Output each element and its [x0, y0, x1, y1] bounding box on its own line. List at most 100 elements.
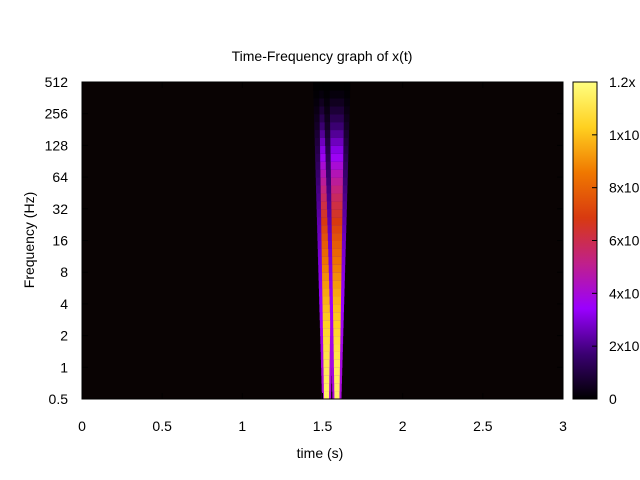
x-tick-label: 0.5 [152, 418, 172, 434]
heatmap-cell [321, 256, 332, 265]
colorbar-tick-label: 6x10 [609, 233, 640, 249]
y-tick-label: 8 [60, 264, 68, 280]
heatmap-cell [332, 272, 342, 281]
heatmap-cell [322, 319, 331, 329]
heatmap-cell [321, 264, 332, 273]
plot-area [81, 81, 564, 400]
heatmap-cell [330, 137, 344, 146]
colorbar-tick-label: 0 [609, 391, 617, 407]
colorbar-tick-label: 2x10 [609, 338, 640, 354]
colorbar-tick-label: 8x10 [609, 180, 640, 196]
x-tick-label: 2.5 [473, 418, 493, 434]
colorbar-tick-label: 1x10 [609, 127, 640, 143]
y-tick-label: 32 [52, 201, 68, 217]
heatmap-cells [313, 82, 351, 399]
heatmap-cell [332, 264, 342, 273]
x-axis-label: time (s) [297, 445, 344, 461]
heatmap-cell [322, 288, 331, 297]
heatmap-cell [322, 295, 331, 305]
heatmap-cell [331, 192, 343, 202]
y-tick-label: 4 [60, 296, 68, 312]
heatmap-cell [323, 335, 330, 345]
heatmap-cell [329, 82, 345, 91]
heatmap-cell [334, 375, 340, 384]
heatmap-cell [333, 359, 340, 368]
heatmap-cell [321, 216, 332, 226]
heatmap-cell [322, 280, 331, 289]
y-tick-label: 2 [60, 328, 68, 344]
heatmap-cell [334, 391, 340, 399]
heatmap-cell [330, 145, 344, 154]
heatmap-cell [322, 311, 331, 321]
heatmap-cell [330, 177, 343, 186]
heatmap-cell [331, 208, 343, 218]
heatmap-cell [331, 200, 343, 210]
heatmap-cell [333, 343, 341, 352]
y-tick-label: 256 [45, 106, 69, 122]
heatmap-cell [331, 185, 343, 194]
y-tick-label: 512 [45, 74, 69, 90]
x-tick-label: 1 [238, 418, 246, 434]
x-tick-label: 3 [559, 418, 567, 434]
heatmap-cell [329, 97, 345, 107]
heatmap-cell [331, 216, 343, 226]
heatmap-cell [323, 351, 330, 360]
heatmap-cell [323, 343, 330, 352]
heatmap-cell [321, 208, 332, 218]
heatmap-cell [330, 121, 344, 131]
y-axis-ticks: 0.5 1 2 4 8 16 32 64 128 256 512 [45, 74, 563, 407]
heatmap-cell [320, 192, 333, 202]
heatmap-cell [333, 311, 341, 321]
heatmap-cell [332, 248, 342, 257]
colorbar-tick-label: 4x10 [609, 285, 640, 301]
heatmap-cell [332, 303, 341, 313]
heatmap-cell [333, 335, 341, 345]
heatmap-cell [332, 256, 342, 265]
x-tick-label: 0 [78, 418, 86, 434]
y-tick-label: 0.5 [49, 391, 69, 407]
heatmap-cell [323, 367, 330, 376]
heatmap-cell [331, 232, 342, 241]
y-tick-label: 64 [52, 169, 68, 185]
heatmap-cell [323, 375, 330, 384]
heatmap-cell [323, 383, 330, 392]
heatmap-cell [323, 359, 330, 368]
heatmap-cell [330, 169, 343, 178]
heatmap-cell [333, 367, 340, 376]
heatmap-cell [332, 295, 341, 305]
heatmap-cell [329, 105, 344, 115]
heatmap-cell [334, 383, 340, 392]
heatmap-cell [323, 391, 330, 399]
y-tick-label: 1 [60, 359, 68, 375]
y-tick-label: 128 [45, 137, 69, 153]
heatmap-cell [321, 224, 332, 234]
heatmap-cell [329, 113, 344, 123]
colorbar: 0 2x10 4x10 6x10 8x10 1x10 1.2x [572, 74, 640, 407]
x-tick-label: 2 [399, 418, 407, 434]
y-tick-label: 16 [52, 233, 68, 249]
heatmap-cell [322, 327, 331, 337]
heatmap-cell [330, 129, 344, 138]
heatmap-cell [321, 240, 332, 249]
heatmap-cell [320, 200, 333, 210]
heatmap-cell [333, 319, 341, 329]
heatmap-cell [333, 327, 341, 337]
heatmap-cell [332, 288, 342, 297]
heatmap-cell [332, 280, 342, 289]
heatmap-cell [333, 351, 341, 360]
x-axis-ticks: 0 0.5 1 1.5 2 2.5 3 [78, 82, 567, 434]
heatmap-cell [321, 248, 332, 257]
heatmap-cell [331, 240, 342, 249]
heatmap-cell [321, 232, 332, 241]
heatmap-cell [322, 272, 331, 281]
x-tick-label: 1.5 [313, 418, 333, 434]
colorbar-tick-label: 1.2x [609, 74, 635, 90]
y-axis-label: Frequency (Hz) [21, 192, 37, 288]
heatmap-cell [322, 303, 331, 313]
heatmap-cell [330, 153, 344, 162]
heatmap-cell [329, 89, 345, 99]
colorbar-ticks: 0 2x10 4x10 6x10 8x10 1x10 1.2x [592, 74, 640, 407]
heatmap-cell [331, 224, 343, 234]
heatmap-cell [330, 161, 344, 170]
